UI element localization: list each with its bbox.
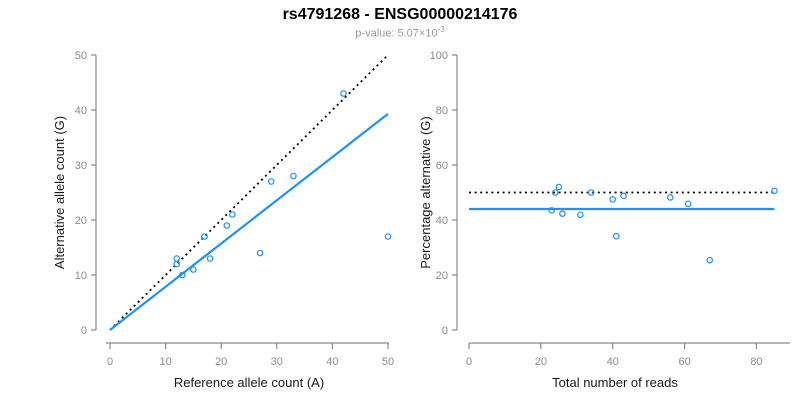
scatter-plots-canvas: 0 10 20 30 40 50 0 10 20 30 40 50 Reference allele c…	[52, 50, 790, 390]
data-point	[384, 233, 392, 240]
data-point	[555, 183, 563, 191]
data-point	[577, 211, 584, 219]
identity-line	[109, 54, 389, 331]
data-point	[548, 207, 555, 214]
data-point	[201, 233, 208, 240]
y-tick-label: 20	[75, 215, 87, 227]
x-tick-label: 40	[326, 356, 338, 368]
x-tick-label: 20	[535, 356, 547, 368]
fit-line	[109, 112, 389, 331]
y-tick-label: 0	[442, 325, 448, 337]
figure-header: rs4791268 - ENSG00000214176 p-value: 5.0…	[0, 0, 800, 40]
x-tick-label: 30	[271, 356, 283, 368]
data-point	[173, 255, 181, 262]
data-point	[223, 222, 231, 229]
y-tick-label: 40	[75, 105, 87, 117]
data-point	[178, 271, 186, 279]
data-point	[559, 210, 566, 217]
pvalue-exponent: -3	[437, 25, 445, 34]
figure-subtitle: p-value: 5.07×10-3	[0, 25, 800, 40]
data-point	[290, 172, 297, 180]
data-point	[340, 90, 347, 97]
data-point	[229, 211, 236, 218]
x-tick-label: 50	[382, 356, 394, 368]
x-tick-label: 20	[215, 356, 227, 368]
y-tick-label: 50	[75, 50, 87, 62]
y-tick-label: 20	[436, 270, 448, 282]
data-point	[613, 232, 620, 240]
data-point	[684, 200, 692, 208]
x-tick-label: 60	[678, 356, 690, 368]
y-tick-label: 80	[436, 105, 448, 117]
data-point	[267, 178, 275, 185]
data-point	[551, 189, 559, 196]
data-point	[587, 189, 595, 196]
y-axis-label: Alternative allele count (G)	[52, 116, 67, 269]
y-tick-label: 100	[430, 50, 448, 62]
data-point	[706, 256, 714, 264]
x-tick-label: 40	[607, 356, 619, 368]
right-scatter-plot: 0 20 40 60 80 100 0 20 40 60 80 Total number of rea…	[418, 50, 790, 390]
y-tick-label: 60	[436, 160, 448, 172]
y-axis-label: Percentage alternative (G)	[418, 116, 433, 268]
data-point	[190, 266, 197, 273]
pvalue-text: p-value: 5.07×10	[355, 27, 438, 40]
y-tick-label: 40	[436, 215, 448, 227]
data-point	[256, 249, 264, 257]
y-tick-label: 10	[75, 270, 87, 282]
data-point	[771, 187, 778, 195]
y-tick-label: 0	[81, 325, 87, 337]
data-point	[609, 196, 617, 203]
left-scatter-plot: 0 10 20 30 40 50 0 10 20 30 40 50 Reference allele c…	[52, 50, 394, 390]
data-point	[173, 260, 181, 268]
x-axis-label: Reference allele count (A)	[174, 375, 324, 390]
x-axis-label: Total number of reads	[552, 375, 678, 390]
data-point	[206, 255, 214, 262]
figure-title: rs4791268 - ENSG00000214176	[282, 6, 518, 23]
data-point	[620, 192, 627, 200]
x-tick-label: 0	[107, 356, 113, 368]
x-tick-label: 80	[750, 356, 762, 368]
x-tick-label: 0	[466, 356, 472, 368]
data-point	[666, 194, 674, 201]
x-tick-label: 10	[159, 356, 171, 368]
y-tick-label: 30	[75, 160, 87, 172]
